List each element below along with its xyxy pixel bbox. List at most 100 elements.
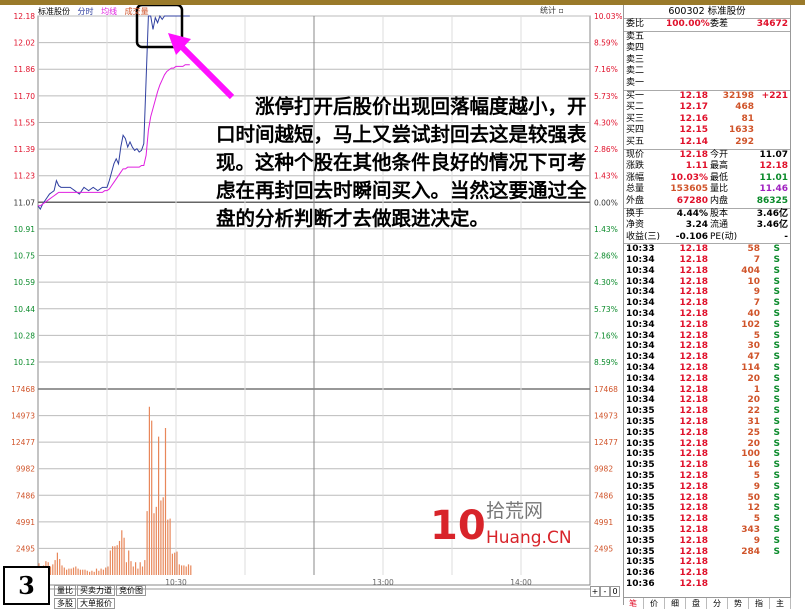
- trade-row: 10:35 12.18 9 S: [624, 482, 790, 493]
- volume: [708, 557, 760, 568]
- volume: 102: [741, 319, 760, 330]
- price: 12.18: [679, 449, 708, 460]
- value: 34672: [756, 19, 788, 29]
- price: 12.18: [679, 352, 708, 363]
- volume: 5: [753, 514, 760, 525]
- indicator-tab[interactable]: 买卖力道: [77, 585, 115, 596]
- tab-3[interactable]: 盘: [686, 598, 707, 609]
- zoom-button[interactable]: -: [600, 586, 610, 597]
- pct-tick: 1.43%: [594, 225, 618, 234]
- price-tick: 11.86: [14, 65, 36, 74]
- volume: 50: [747, 492, 760, 503]
- time: 10:35: [626, 406, 655, 417]
- label: 内盘: [710, 195, 729, 206]
- fund-row: 换手 4.44% 股本 3.46亿: [624, 209, 790, 221]
- intraday-chart[interactable]: 12.18 10.03% 12.02 8.59% 11.86 7.16% 11.70 5.73…: [0, 3, 623, 605]
- price: 12.18: [679, 568, 708, 579]
- price: 12.18: [679, 363, 708, 374]
- price: 12.18: [679, 503, 708, 514]
- price: 12.18: [679, 578, 708, 589]
- trade-row: 10:34 12.18 404 S: [624, 266, 790, 277]
- label: 卖四: [626, 43, 645, 54]
- indicator-tab[interactable]: 大单报价: [77, 598, 115, 609]
- side: S: [773, 525, 780, 535]
- volume: [708, 568, 760, 579]
- indicator-tab[interactable]: 竞价图: [116, 585, 146, 596]
- svg-text:拾荒网: 拾荒网: [486, 500, 543, 522]
- value: 12.18: [759, 161, 788, 172]
- sell-orders: 卖五 卖四 卖三 卖二 卖一: [624, 30, 790, 90]
- label: 卖一: [626, 77, 645, 88]
- volume-tick: 17468: [11, 385, 35, 394]
- trade-row: 10:34 12.18 9 S: [624, 287, 790, 298]
- tab-4[interactable]: 分: [707, 598, 728, 609]
- time: 10:34: [626, 287, 655, 298]
- price: 12.14: [679, 136, 708, 147]
- side: S: [773, 460, 780, 471]
- indicator-tab[interactable]: 量比: [54, 585, 76, 596]
- price: 12.18: [679, 384, 708, 395]
- volume: 9: [753, 535, 760, 546]
- label: 量比: [710, 184, 729, 195]
- zoom-button[interactable]: 0: [610, 586, 620, 597]
- price-line: [37, 14, 190, 211]
- side: S: [773, 341, 780, 352]
- slide-number: 3: [3, 566, 50, 605]
- tab-1[interactable]: 价: [644, 598, 665, 609]
- trade-row: 10:34 12.18 102 S: [624, 320, 790, 331]
- volume: 30: [747, 341, 760, 352]
- trade-ticks[interactable]: 10:33 12.18 58 S 10:34 12.18 7 S 10:34 12.18 404 S 1…: [624, 243, 790, 590]
- value: 11.07: [759, 149, 788, 160]
- tab-7[interactable]: 主: [770, 598, 791, 609]
- legend-avg: 均线: [101, 7, 118, 16]
- volume: 9: [753, 287, 760, 298]
- price: 12.16: [679, 113, 708, 124]
- quote-title: 600302 标准股份: [624, 5, 790, 19]
- time: 10:35: [626, 460, 655, 471]
- volume-tick-right: 9982: [594, 465, 613, 474]
- side: S: [773, 319, 780, 330]
- annotation-text: 涨停打开后股价出现回落幅度越小，开口时间越短，马上又尝试封回去这是较强表现。这种…: [216, 95, 587, 230]
- indicator-tabs: 量比 买卖力道 竞价图: [54, 585, 147, 596]
- price: 12.18: [679, 427, 708, 438]
- tab-5[interactable]: 势: [728, 598, 749, 609]
- price-tick: 12.18: [14, 12, 36, 21]
- trade-row: 10:34 12.18 5 S: [624, 331, 790, 342]
- side: S: [773, 298, 780, 309]
- volume: 404: [741, 265, 760, 276]
- volume: 32198: [722, 90, 754, 101]
- volume-tick: 9982: [16, 465, 35, 474]
- volume: 284: [741, 546, 760, 557]
- price: 12.18: [679, 460, 708, 471]
- change: [754, 137, 788, 149]
- label: 卖五: [626, 31, 645, 42]
- volume: 1633: [728, 125, 754, 136]
- pct-tick: 2.86%: [594, 252, 618, 261]
- legend-volume: 成交量: [124, 7, 149, 16]
- stats-button[interactable]: 统计 ▫: [540, 6, 564, 15]
- label: 股本: [710, 208, 729, 219]
- price-tick: 10.12: [14, 358, 36, 367]
- price: 12.18: [679, 481, 708, 492]
- tab-0[interactable]: 笔: [623, 598, 644, 609]
- buy-row: 买二 12.17 468: [624, 102, 790, 114]
- volume-tick-right: 17468: [594, 385, 618, 394]
- tab-2[interactable]: 细: [665, 598, 686, 609]
- stat-row: 涨跌 1.11 最高 12.18: [624, 161, 790, 173]
- price: 12.18: [679, 514, 708, 525]
- indicator-tab[interactable]: 多股: [54, 598, 76, 609]
- volume: 343: [741, 525, 760, 535]
- volume-tick: 4991: [16, 518, 35, 527]
- price: 12.18: [679, 417, 708, 428]
- volume: 10: [747, 276, 760, 287]
- tab-6[interactable]: 指: [749, 598, 770, 609]
- watermark-logo: 10 拾荒网 Huang.CN: [430, 500, 572, 549]
- label: 换手: [626, 208, 645, 219]
- zoom-button[interactable]: +: [590, 586, 600, 597]
- volume: 20: [747, 395, 760, 406]
- price: 12.18: [679, 309, 708, 320]
- value: 12.18: [679, 149, 708, 160]
- price: 12.15: [679, 125, 708, 136]
- time: 10:35: [626, 438, 655, 449]
- price: 12.18: [679, 276, 708, 287]
